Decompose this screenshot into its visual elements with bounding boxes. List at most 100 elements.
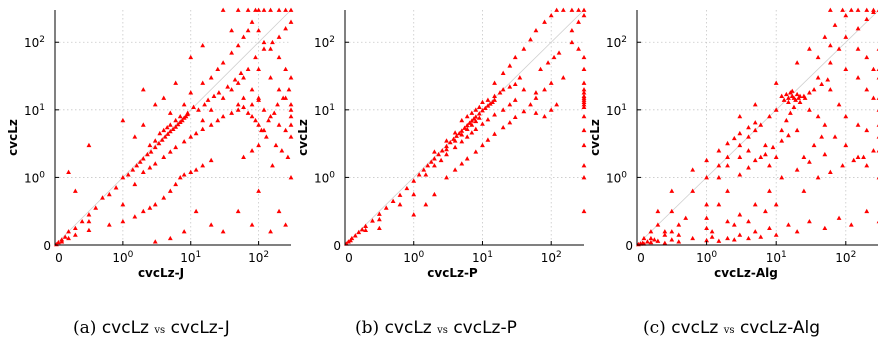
data-point	[59, 239, 65, 244]
data-point	[737, 130, 743, 136]
data-point	[286, 87, 292, 92]
data-point	[106, 191, 112, 197]
data-point	[185, 110, 191, 115]
data-point	[130, 167, 136, 172]
data-point	[268, 7, 273, 12]
data-point	[560, 75, 566, 80]
y-tick-label: 102	[24, 35, 45, 50]
data-point	[480, 108, 485, 113]
data-point	[737, 154, 743, 159]
data-point	[66, 235, 71, 241]
data-point	[480, 142, 485, 148]
x-tick-label: 0	[345, 251, 353, 265]
data-point	[843, 66, 849, 72]
data-point	[263, 134, 269, 139]
data-point	[205, 97, 211, 102]
data-point	[280, 95, 286, 100]
data-point	[352, 233, 358, 238]
data-point	[256, 95, 262, 100]
data-point	[256, 122, 262, 127]
data-point	[220, 7, 226, 12]
data-point	[542, 87, 547, 92]
data-point	[480, 121, 485, 126]
data-point	[864, 7, 870, 12]
data-point	[497, 90, 503, 95]
data-point	[716, 202, 722, 207]
data-point	[791, 95, 797, 100]
data-point	[779, 93, 785, 98]
data-point	[548, 107, 554, 112]
data-point	[569, 7, 575, 12]
data-point	[807, 90, 812, 95]
data-point	[376, 225, 382, 231]
data-point	[832, 134, 838, 139]
data-point	[167, 110, 173, 115]
data-point	[669, 229, 675, 234]
data-point	[827, 87, 833, 92]
data-point	[807, 218, 812, 224]
data-point	[801, 154, 807, 159]
data-point	[507, 63, 513, 68]
data-point	[191, 104, 196, 109]
plot-a: 0 100 101 102 0 100 101 102 cvcLz-J cvcLz	[6, 7, 294, 280]
data-point	[473, 114, 479, 119]
data-point	[225, 84, 231, 89]
data-point	[855, 75, 861, 80]
data-point	[794, 91, 800, 97]
data-point	[211, 93, 217, 98]
data-point	[152, 202, 158, 207]
data-point	[411, 178, 417, 183]
data-point	[725, 163, 730, 168]
data-point	[79, 218, 85, 224]
data-point	[473, 107, 479, 112]
data-point	[492, 93, 497, 98]
data-point	[397, 202, 403, 207]
data-point	[55, 239, 61, 245]
data-point	[459, 132, 465, 137]
x-tick-label: 0	[637, 251, 645, 265]
data-point	[220, 229, 226, 234]
data-point	[288, 175, 294, 180]
data-point	[273, 142, 279, 148]
data-point	[669, 188, 675, 193]
data-point	[843, 34, 849, 39]
data-point	[346, 239, 351, 244]
data-point	[851, 157, 857, 163]
data-point	[235, 80, 241, 85]
data-point	[120, 175, 126, 180]
data-point	[256, 27, 262, 33]
data-point	[737, 142, 743, 148]
data-point	[288, 19, 294, 24]
data-point	[662, 229, 668, 234]
data-point	[444, 138, 449, 143]
data-point	[208, 222, 214, 227]
data-point	[864, 208, 870, 214]
data-point	[113, 185, 119, 190]
data-point	[737, 232, 743, 237]
data-point	[200, 126, 206, 131]
data-point	[752, 120, 758, 125]
data-point	[162, 134, 168, 139]
data-point	[249, 113, 255, 119]
data-point	[783, 91, 789, 97]
data-point	[436, 151, 441, 157]
data-point	[500, 87, 506, 92]
data-point	[832, 22, 838, 27]
data-point	[66, 229, 71, 234]
data-point	[576, 19, 581, 24]
data-point	[232, 77, 238, 82]
data-point	[528, 37, 533, 42]
data-point	[848, 7, 854, 12]
y-tick-label: 101	[606, 103, 627, 118]
data-point	[452, 144, 458, 150]
data-point	[767, 163, 772, 168]
data-point	[548, 80, 554, 85]
data-point	[200, 80, 206, 85]
data-point	[669, 237, 675, 242]
data-point	[815, 175, 821, 180]
data-point	[464, 156, 470, 161]
data-point	[241, 75, 246, 80]
y-tick-label: 0	[43, 239, 51, 253]
data-point	[725, 235, 730, 241]
data-point	[229, 27, 235, 33]
